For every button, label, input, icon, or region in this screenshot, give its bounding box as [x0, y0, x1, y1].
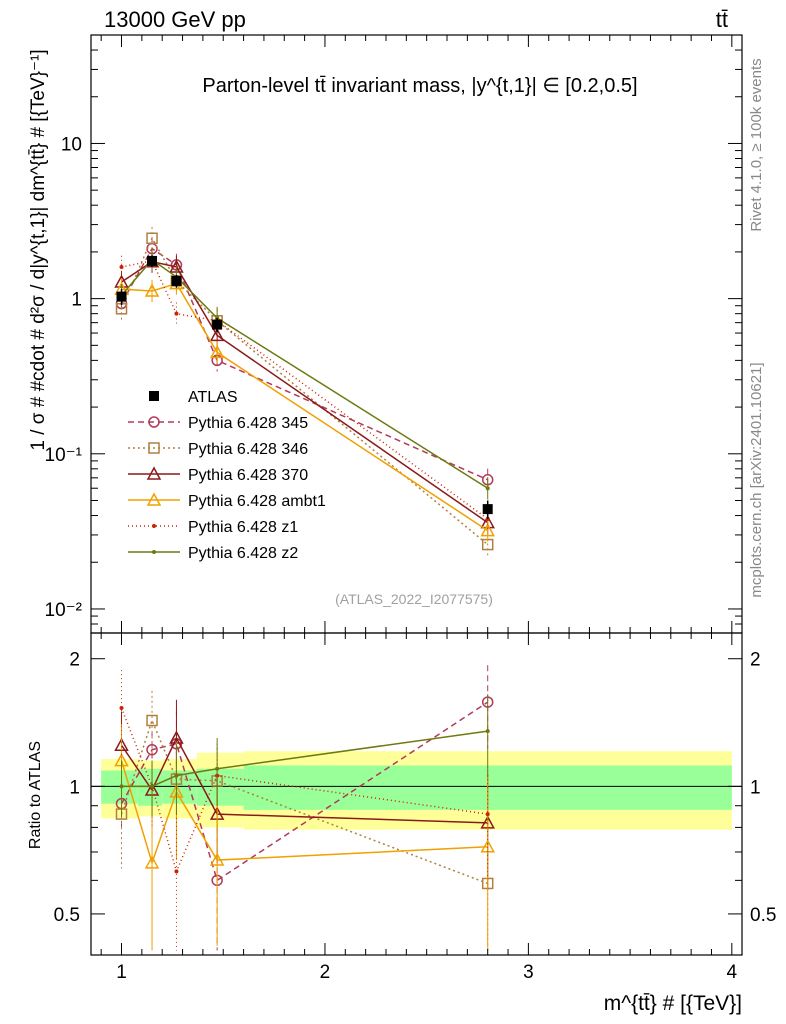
y-tick-label: 1 [71, 290, 82, 311]
y-tick-label: 10 [61, 134, 82, 155]
legend-marker [146, 466, 162, 480]
process-label: tt̄ [716, 7, 728, 32]
x-tick-label: 1 [116, 962, 127, 983]
data-point [482, 504, 493, 515]
ratio-y-tick-label: 0.5 [54, 905, 80, 926]
legend-label: Pythia 6.428 346 [188, 441, 308, 458]
ratio-point [146, 743, 158, 756]
ratio-y-tick-label: 1 [69, 777, 80, 798]
main-plot: 10⁻² 10⁻¹ 1 10 [45, 34, 743, 634]
series-point [174, 311, 179, 316]
series-point [485, 486, 490, 491]
energy-label: 13000 GeV pp [104, 7, 246, 32]
y-tick-label: 10⁻² [45, 600, 83, 621]
main-frame [90, 34, 743, 634]
ratio-point [209, 852, 225, 866]
ratio-frame [90, 632, 743, 956]
ratio-point [174, 773, 179, 778]
chart-title: Parton-level tt̄ invariant mass, |y^{t,1… [202, 75, 637, 97]
data-point [212, 319, 223, 330]
ratio-point [485, 812, 490, 817]
y-tick-label: 10⁻¹ [45, 445, 83, 466]
x-axis-title: m^{tt̄} # [{TeV}] [604, 992, 742, 1015]
series-line-4 [121, 260, 489, 520]
ratio-point [150, 784, 155, 789]
legend-marker [152, 550, 156, 554]
legend-label: Pythia 6.428 345 [188, 415, 308, 432]
series-point [144, 283, 160, 297]
legend-label: Pythia 6.428 z2 [188, 545, 298, 562]
series-point [119, 264, 124, 269]
legend-marker [146, 492, 162, 506]
legend-label: Pythia 6.428 370 [188, 467, 308, 484]
ratio-y-tick-label-right: 1 [750, 777, 761, 798]
mcplots-label: mcplots.cern.ch [arXiv:2401.10621] [748, 362, 765, 597]
x-tick-label: 2 [320, 962, 331, 983]
legend-marker [152, 524, 156, 528]
ratio-point [485, 729, 490, 734]
ratio-point [144, 855, 160, 869]
ratio-band-inner [196, 768, 244, 806]
legend: ATLAS Pythia 6.428 345 Pythia 6.428 346 Pyt… [128, 389, 326, 562]
legend-marker [148, 442, 160, 454]
data-point [147, 255, 158, 266]
x-tick-label: 4 [727, 962, 738, 983]
series-point [480, 523, 495, 537]
legend-label: Pythia 6.428 z1 [188, 519, 298, 536]
ratio-point [119, 784, 124, 789]
legend-marker-atlas [149, 391, 159, 401]
ratio-plot: 1 2 3 4 0.5 0.5 1 1 2 2 [54, 35, 776, 983]
series-point [209, 327, 225, 342]
data-point [116, 291, 127, 302]
y-axis-title: 1 / σ # #cdot # d²σ / d|y^{t,1}| dm^{tt̄… [28, 49, 49, 450]
legend-label-atlas: ATLAS [188, 389, 238, 406]
ratio-point [174, 869, 179, 874]
ratio-y-tick-label-right: 2 [750, 650, 761, 671]
legend-label: Pythia 6.428 ambt1 [188, 493, 326, 510]
ratio-line-0 [120, 701, 489, 882]
ratio-y-tick-label: 2 [69, 650, 80, 671]
ratio-y-axis-title: Ratio to ATLAS [27, 741, 44, 849]
rivet-label: Rivet 4.1.0, ≥ 100k events [748, 58, 765, 231]
x-tick-label: 3 [523, 962, 534, 983]
legend-marker [148, 416, 160, 428]
watermark: (ATLAS_2022_I2077575) [335, 591, 493, 607]
data-point [171, 275, 182, 286]
series-point [209, 344, 225, 359]
ratio-point [215, 766, 220, 771]
ratio-y-tick-label-right: 0.5 [750, 905, 776, 926]
ratio-point [146, 714, 158, 727]
series-point [146, 232, 158, 244]
ratio-point [119, 706, 124, 711]
